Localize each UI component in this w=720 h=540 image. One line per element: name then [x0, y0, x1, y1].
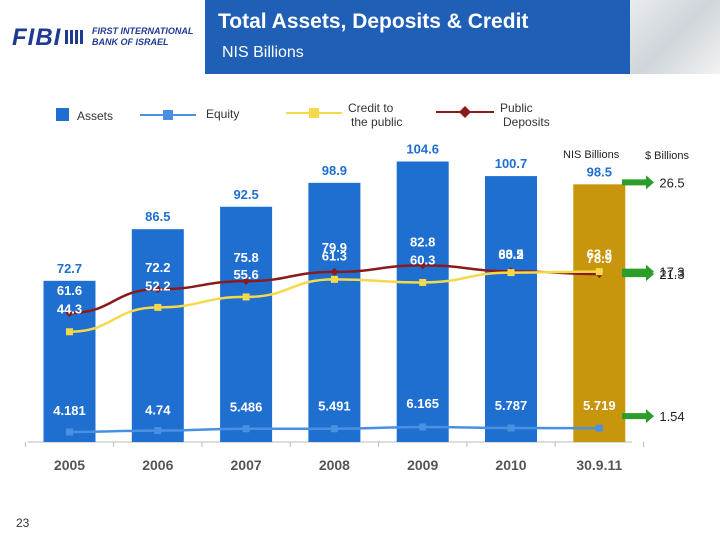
assets-bar	[220, 206, 273, 442]
assets-value-label: 72.7	[57, 261, 82, 276]
usd-value-label: 17.3	[659, 265, 684, 280]
usd-value-label: 1.54	[659, 409, 684, 424]
equity-point	[66, 428, 73, 436]
equity-value-label: 4.74	[145, 403, 171, 418]
logo-line1: FIRST INTERNATIONAL	[92, 26, 194, 36]
legend-deposits-swatch	[436, 106, 494, 118]
legend-assets-label: Assets	[77, 109, 114, 123]
legend-credit-line2: the public	[351, 115, 403, 129]
credit-point	[595, 268, 603, 276]
assets-bar	[573, 184, 626, 442]
credit-value-label: 63.8	[587, 247, 612, 262]
logo-text: FIRST INTERNATIONAL BANK OF ISRAEL	[92, 26, 193, 48]
credit-usd-arrow	[622, 264, 654, 279]
equity-point	[242, 425, 250, 433]
usd-value-label: 26.5	[659, 175, 684, 190]
assets-value-label: 100.7	[495, 156, 528, 171]
deposits-point	[153, 285, 162, 294]
equity-point	[507, 424, 515, 432]
assets-bar	[396, 161, 449, 442]
credit-point	[330, 275, 338, 283]
x-tick-label: 2008	[319, 457, 350, 473]
assets-usd-arrow	[622, 175, 654, 190]
assets-value-label: 92.5	[233, 187, 258, 202]
equity-point	[419, 423, 427, 431]
assets-value-label: 86.5	[145, 209, 170, 224]
page-title: Total Assets, Deposits & Credit	[218, 10, 529, 33]
deposits-value-label: 75.8	[233, 250, 258, 265]
credit-value-label: 60.3	[410, 252, 435, 267]
assets-value-label: 98.9	[322, 163, 347, 178]
legend-credit-label: Credit to the public	[348, 101, 402, 129]
assets-value-label: 104.6	[406, 142, 439, 157]
credit-value-label: 55.6	[233, 267, 258, 282]
equity-value-label: 5.719	[583, 398, 616, 413]
deposits-value-label: 79.9	[322, 240, 347, 255]
equity-value-label: 5.787	[495, 398, 528, 413]
header: FIBI FIRST INTERNATIONAL BANK OF ISRAEL …	[0, 0, 720, 74]
credit-point	[419, 278, 427, 286]
logo-brand: FIBI	[12, 24, 62, 51]
credit-value-label: 63.5	[498, 247, 523, 262]
equity-value-label: 5.491	[318, 399, 351, 414]
x-tick-label: 2006	[142, 457, 173, 473]
deposits-point	[65, 309, 74, 318]
logo-line2: BANK OF ISRAEL	[92, 37, 169, 47]
equity-point	[154, 427, 162, 435]
page-subtitle: NIS Billions	[222, 44, 304, 61]
credit-point	[242, 293, 250, 301]
equity-point	[330, 425, 338, 433]
credit-point	[154, 303, 162, 311]
credit-value-label: 61.3	[322, 248, 347, 263]
assets-bar	[131, 229, 184, 442]
deposits-point	[330, 267, 339, 276]
x-tick-label: 2007	[231, 457, 262, 473]
legend-credit-swatch	[286, 108, 342, 118]
deposits-value-label: 80.2	[498, 247, 523, 262]
bank-logo: FIBI FIRST INTERNATIONAL BANK OF ISRAEL	[0, 0, 205, 74]
credit-point	[66, 328, 73, 336]
legend-deposits-line1: Public	[500, 101, 533, 115]
legend-deposits-label: Public Deposits	[500, 101, 550, 129]
header-photo	[630, 0, 720, 74]
equity-usd-arrow	[622, 409, 654, 424]
legend-deposits-line2: Deposits	[503, 115, 550, 129]
x-tick-label: 2009	[407, 457, 438, 473]
assets-bar	[485, 176, 537, 442]
title-bar	[205, 0, 630, 74]
assets-bar	[43, 280, 96, 442]
legend-equity-swatch	[140, 110, 196, 120]
page-number: 23	[16, 516, 30, 530]
deposits-value-label: 78.9	[587, 251, 612, 266]
assets-value-label: 98.5	[587, 164, 612, 179]
credit-value-label: 52.2	[145, 278, 170, 293]
credit-point	[507, 269, 515, 277]
x-tick-label: 2005	[54, 457, 85, 473]
logo-mark-icon	[65, 30, 83, 44]
x-tick-label: 30.9.11	[576, 457, 622, 473]
deposits-value-label: 61.6	[57, 283, 82, 298]
deposits-value-label: 72.2	[145, 260, 170, 275]
unit-usd-label: $ Billions	[645, 150, 690, 162]
legend-equity-label: Equity	[206, 107, 240, 121]
deposits-value-label: 82.8	[410, 234, 435, 249]
equity-point	[595, 424, 603, 432]
usd-value-label: 21.3	[659, 267, 684, 282]
equity-value-label: 5.486	[230, 400, 263, 415]
credit-value-label: 44.3	[57, 302, 82, 317]
legend-assets-swatch	[56, 108, 69, 121]
unit-nis-label: NIS Billions	[563, 149, 620, 161]
equity-value-label: 4.181	[53, 403, 86, 418]
assets-bar	[308, 182, 361, 442]
legend-credit-line1: Credit to	[348, 101, 394, 115]
equity-value-label: 6.165	[406, 396, 439, 411]
x-tick-label: 2010	[495, 457, 526, 473]
deposits-point	[242, 277, 251, 286]
deposits-point	[418, 261, 427, 270]
